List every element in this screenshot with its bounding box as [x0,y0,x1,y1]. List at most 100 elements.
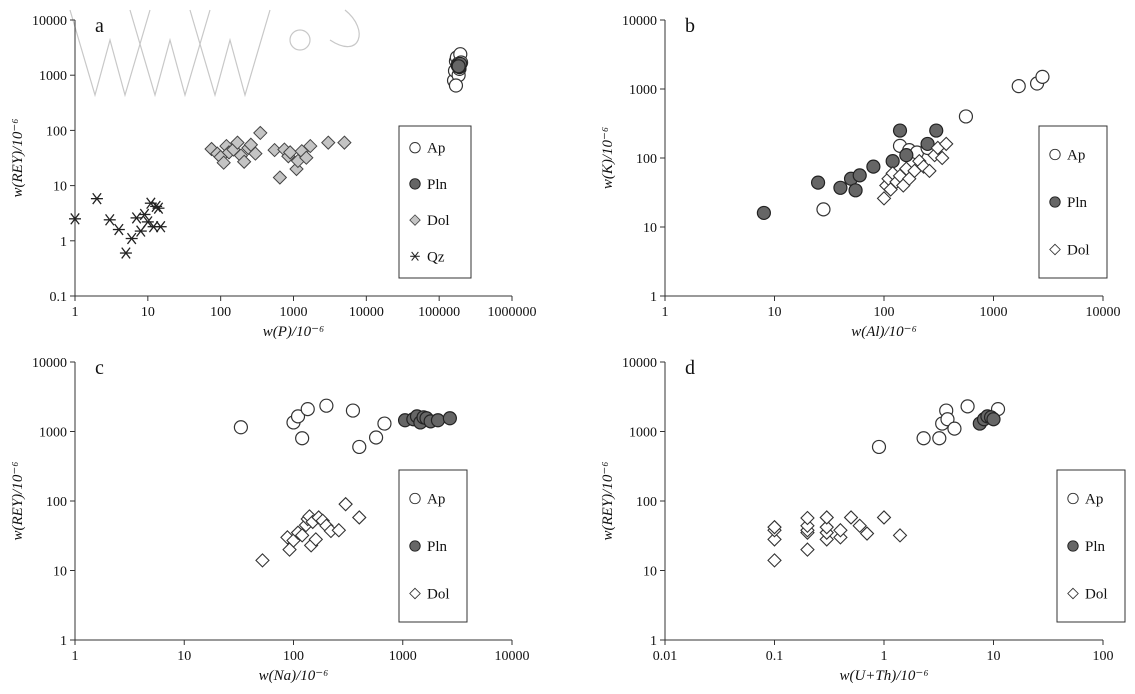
legend-marker-pln [1049,196,1061,208]
legend-marker-pln [409,178,421,190]
legend: Ap Pln Dol [398,469,468,623]
y-axis-title: w(REY)/10⁻⁶ [10,462,26,541]
data-point-dol [938,136,954,152]
x-tick-label: 0.1 [766,649,784,664]
data-point-ap [290,409,306,424]
data-point-dol [800,542,815,557]
series-ap [233,398,392,455]
x-tick-label: 1 [662,305,669,320]
x-axis-title: w(U+Th)/10⁻⁶ [839,668,928,684]
legend-marker-ap [1067,492,1079,505]
data-point-dol [299,150,314,165]
data-point-pln [451,59,466,74]
legend-marker-pln [1067,540,1079,552]
panel-letter: d [685,357,695,379]
y-tick-label: 1 [60,634,67,649]
data-point-dol [338,496,353,512]
y-tick-label: 10 [643,221,657,236]
data-point-pln [852,168,867,183]
data-point-qz [141,216,154,228]
legend: Ap Pln Dol [1038,125,1108,279]
data-point-pln [866,159,881,174]
legend-marker-dol [409,587,421,600]
x-tick-label: 10000 [495,649,530,664]
legend-marker-ap [409,142,421,154]
legend-label-pln: Pln [427,177,448,193]
legend-label-dol: Dol [427,587,450,603]
series-qz [69,192,167,259]
legend-marker-dol [1067,587,1079,600]
watermark [69,9,360,98]
data-point-pln [986,412,1001,427]
x-tick-label: 10 [768,305,782,320]
y-tick-label: 10000 [32,356,67,371]
panel-letter: b [685,15,695,37]
data-point-ap [947,421,962,436]
data-point-pln [920,136,935,152]
data-point-qz [154,220,167,233]
data-point-dol [308,532,324,547]
data-point-ap [1035,69,1050,84]
data-point-dol [767,532,782,547]
y-axis-title: w(REY)/10⁻⁶ [10,119,26,198]
series-ap [871,399,1006,455]
x-tick-label: 0.01 [653,649,678,664]
data-point-pln [929,123,944,138]
y-tick-label: 1000 [39,426,67,441]
series-dol [255,496,367,568]
data-point-dol [767,519,782,535]
x-tick-label: 10 [177,649,191,664]
data-point-ap [448,78,464,93]
data-point-pln [430,413,446,428]
legend-label-dol: Dol [1085,587,1108,603]
panel-d: 0.01 0.1 1 10 100 1 10 100 1000 10000 w(U+Th)/10⁻⁶… [600,356,1126,684]
data-point-dol [303,138,318,154]
data-point-ap [300,402,315,417]
data-point-ap [871,439,887,455]
data-point-ap [345,403,361,418]
x-tick-label: 100 [1093,649,1114,664]
legend-marker-pln [409,540,421,552]
data-point-qz [152,202,165,214]
data-point-qz [103,214,116,226]
data-point-ap [916,431,931,446]
x-tick-label: 10 [987,649,1001,664]
x-tick-label: 1000 [280,305,308,320]
data-point-qz [134,225,147,237]
legend-label-ap: Ap [427,141,445,157]
legend-label-pln: Pln [427,539,448,555]
panel-a: 1 10 100 1000 10000 100000 1000000 0.1 1 10 100 100… [10,14,537,340]
data-point-qz [90,192,103,205]
legend-marker-dol [1049,243,1061,256]
y-tick-label: 1 [60,235,67,250]
x-axis-title: w(Al)/10⁻⁶ [851,324,917,340]
data-point-dol [876,510,892,525]
legend: Ap Pln Dol Qz [398,125,472,279]
data-point-dol [843,510,859,525]
legend-label-ap: Ap [1067,148,1085,164]
legend-marker-qz [410,251,420,261]
y-tick-label: 100 [46,124,67,139]
x-tick-label: 10000 [349,305,384,320]
x-axis-title: w(P)/10⁻⁶ [263,324,324,340]
data-point-pln [756,205,771,221]
data-point-dol [800,518,815,534]
legend-label-pln: Pln [1085,539,1106,555]
y-tick-label: 10 [53,180,67,195]
x-tick-label: 1 [881,649,888,664]
series-pln [397,409,457,430]
data-point-ap [295,431,310,446]
legend: Ap Pln Dol [1056,469,1126,623]
data-point-dol [852,518,867,534]
panel-b: 1 10 100 1000 10000 1 10 100 1000 10000 w(Al)/10⁻⁶… [600,14,1121,340]
data-point-dol [230,135,245,150]
data-point-pln [885,154,900,169]
data-point-ap [352,439,367,455]
y-tick-label: 100 [636,495,657,510]
legend-label-pln: Pln [1067,195,1088,211]
y-axis-title: w(REY)/10⁻⁶ [600,462,616,541]
x-tick-label: 10000 [1086,305,1121,320]
legend-label-dol: Dol [1067,243,1090,259]
data-point-dol [253,125,268,141]
